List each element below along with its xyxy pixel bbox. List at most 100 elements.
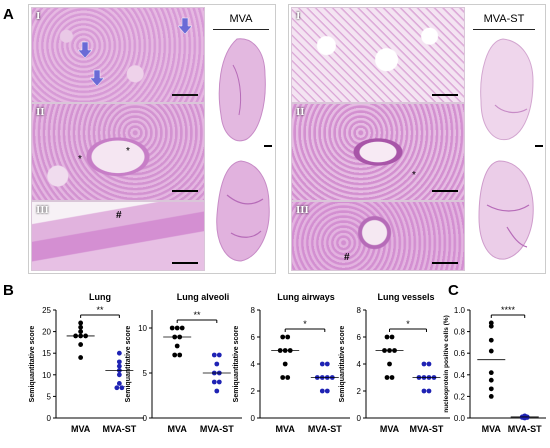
asterisk-marker: *: [78, 154, 82, 165]
data-point: [78, 355, 84, 360]
group-header-mva: MVA: [229, 13, 253, 25]
data-point: [384, 375, 390, 380]
x-category-label: MVA: [380, 424, 400, 434]
data-point: [324, 361, 330, 367]
scale-bar: [172, 94, 198, 96]
data-point: [116, 359, 122, 365]
y-tick-label: 0.2: [454, 392, 466, 401]
data-point: [172, 352, 178, 358]
histology-image-mva-st-2: II *: [291, 103, 465, 201]
y-axis-label: nucleoprotein positive cells (%): [443, 315, 450, 413]
significance-label: *: [303, 319, 307, 329]
y-tick-label: 0.4: [454, 371, 466, 380]
histology-image-mva-2: II * *: [31, 103, 205, 201]
chart-title-lung: Lung: [89, 292, 111, 302]
lung-section-mva-2: [216, 160, 270, 262]
data-point: [78, 342, 84, 347]
data-point: [285, 334, 291, 340]
lung-section-mva-st-1: [480, 38, 534, 141]
header-rule: [473, 29, 535, 30]
lung-section-mva-st-2: [478, 160, 534, 260]
data-point: [324, 388, 330, 394]
row-label-iii: III: [36, 204, 49, 216]
data-point: [119, 385, 125, 391]
hash-marker: #: [116, 210, 122, 221]
data-point: [488, 337, 494, 343]
x-category-label: MVA: [71, 424, 91, 434]
panel-a-left-group: I II * * III # MVA: [28, 4, 276, 274]
data-point: [179, 325, 185, 331]
y-tick-label: 8: [251, 306, 256, 315]
x-category-label: MVA: [168, 424, 188, 434]
header-rule: [213, 29, 269, 30]
data-point: [384, 334, 390, 340]
y-tick-label: 20: [42, 328, 51, 337]
asterisk-marker: *: [126, 146, 130, 157]
data-point: [116, 363, 122, 369]
arrow-markers: [77, 17, 193, 87]
data-point: [211, 379, 217, 385]
y-tick-label: 1.0: [454, 306, 466, 315]
panel-a-letter: A: [3, 6, 14, 23]
y-tick-label: 2: [357, 387, 362, 396]
data-point: [488, 348, 494, 354]
y-tick-label: 8: [357, 306, 362, 315]
y-axis-label: Semiquantitative score: [339, 326, 346, 403]
y-axis-label: Semiquantitative score: [29, 326, 36, 403]
y-axis-label: Semiquantitative score: [125, 326, 132, 403]
data-point: [488, 370, 494, 376]
group-header-mva-st: MVA-ST: [483, 13, 525, 25]
y-tick-label: 6: [251, 333, 256, 342]
data-point: [116, 372, 122, 378]
row-label-iii: III: [296, 204, 309, 216]
x-category-label: MVA-ST: [102, 424, 136, 434]
scale-bar: [172, 190, 198, 192]
y-tick-label: 25: [42, 306, 51, 315]
y-tick-label: 4: [251, 360, 256, 369]
data-point: [488, 386, 494, 392]
data-point: [488, 377, 494, 383]
y-axis-label: Semiquantitative score: [233, 326, 240, 403]
chart-title-lung-vessels: Lung vessels: [377, 292, 435, 302]
scale-bar: [432, 262, 458, 264]
data-point: [216, 352, 222, 358]
scale-bar: [264, 145, 272, 147]
significance-label: **: [193, 310, 201, 320]
y-tick-label: 2: [251, 387, 256, 396]
data-point: [214, 361, 220, 367]
data-point: [116, 381, 122, 386]
data-point: [387, 361, 392, 367]
y-tick-label: 0: [357, 414, 362, 423]
significance-label: *: [406, 319, 410, 329]
row-label-ii: II: [296, 106, 305, 118]
data-point: [389, 375, 395, 380]
data-point: [211, 352, 217, 358]
data-point: [282, 361, 288, 367]
histology-image-mva-3: III #: [31, 201, 205, 271]
panel-b-letter: B: [3, 282, 14, 299]
data-point: [426, 388, 432, 394]
data-point: [280, 334, 286, 340]
x-category-label: MVA: [276, 424, 296, 434]
data-point: [114, 385, 120, 391]
data-point: [214, 388, 220, 394]
row-label-ii: II: [36, 106, 45, 118]
scale-bar: [172, 262, 198, 264]
data-point: [319, 388, 325, 394]
y-tick-label: 6: [357, 333, 362, 342]
x-category-label: MVA-ST: [410, 424, 444, 434]
data-point: [174, 325, 180, 331]
x-category-label: MVA-ST: [308, 424, 342, 434]
data-point: [421, 388, 427, 394]
y-tick-label: 0.0: [454, 414, 466, 423]
y-tick-label: 15: [42, 349, 51, 358]
y-tick-label: 5: [143, 369, 148, 378]
histology-image-mva-1: I: [31, 7, 205, 103]
significance-label: ****: [501, 305, 516, 315]
lung-section-mva-1: [218, 38, 266, 142]
data-point: [78, 324, 84, 330]
y-tick-label: 10: [42, 371, 51, 380]
data-point: [426, 361, 432, 367]
y-tick-label: 0.8: [454, 328, 466, 337]
